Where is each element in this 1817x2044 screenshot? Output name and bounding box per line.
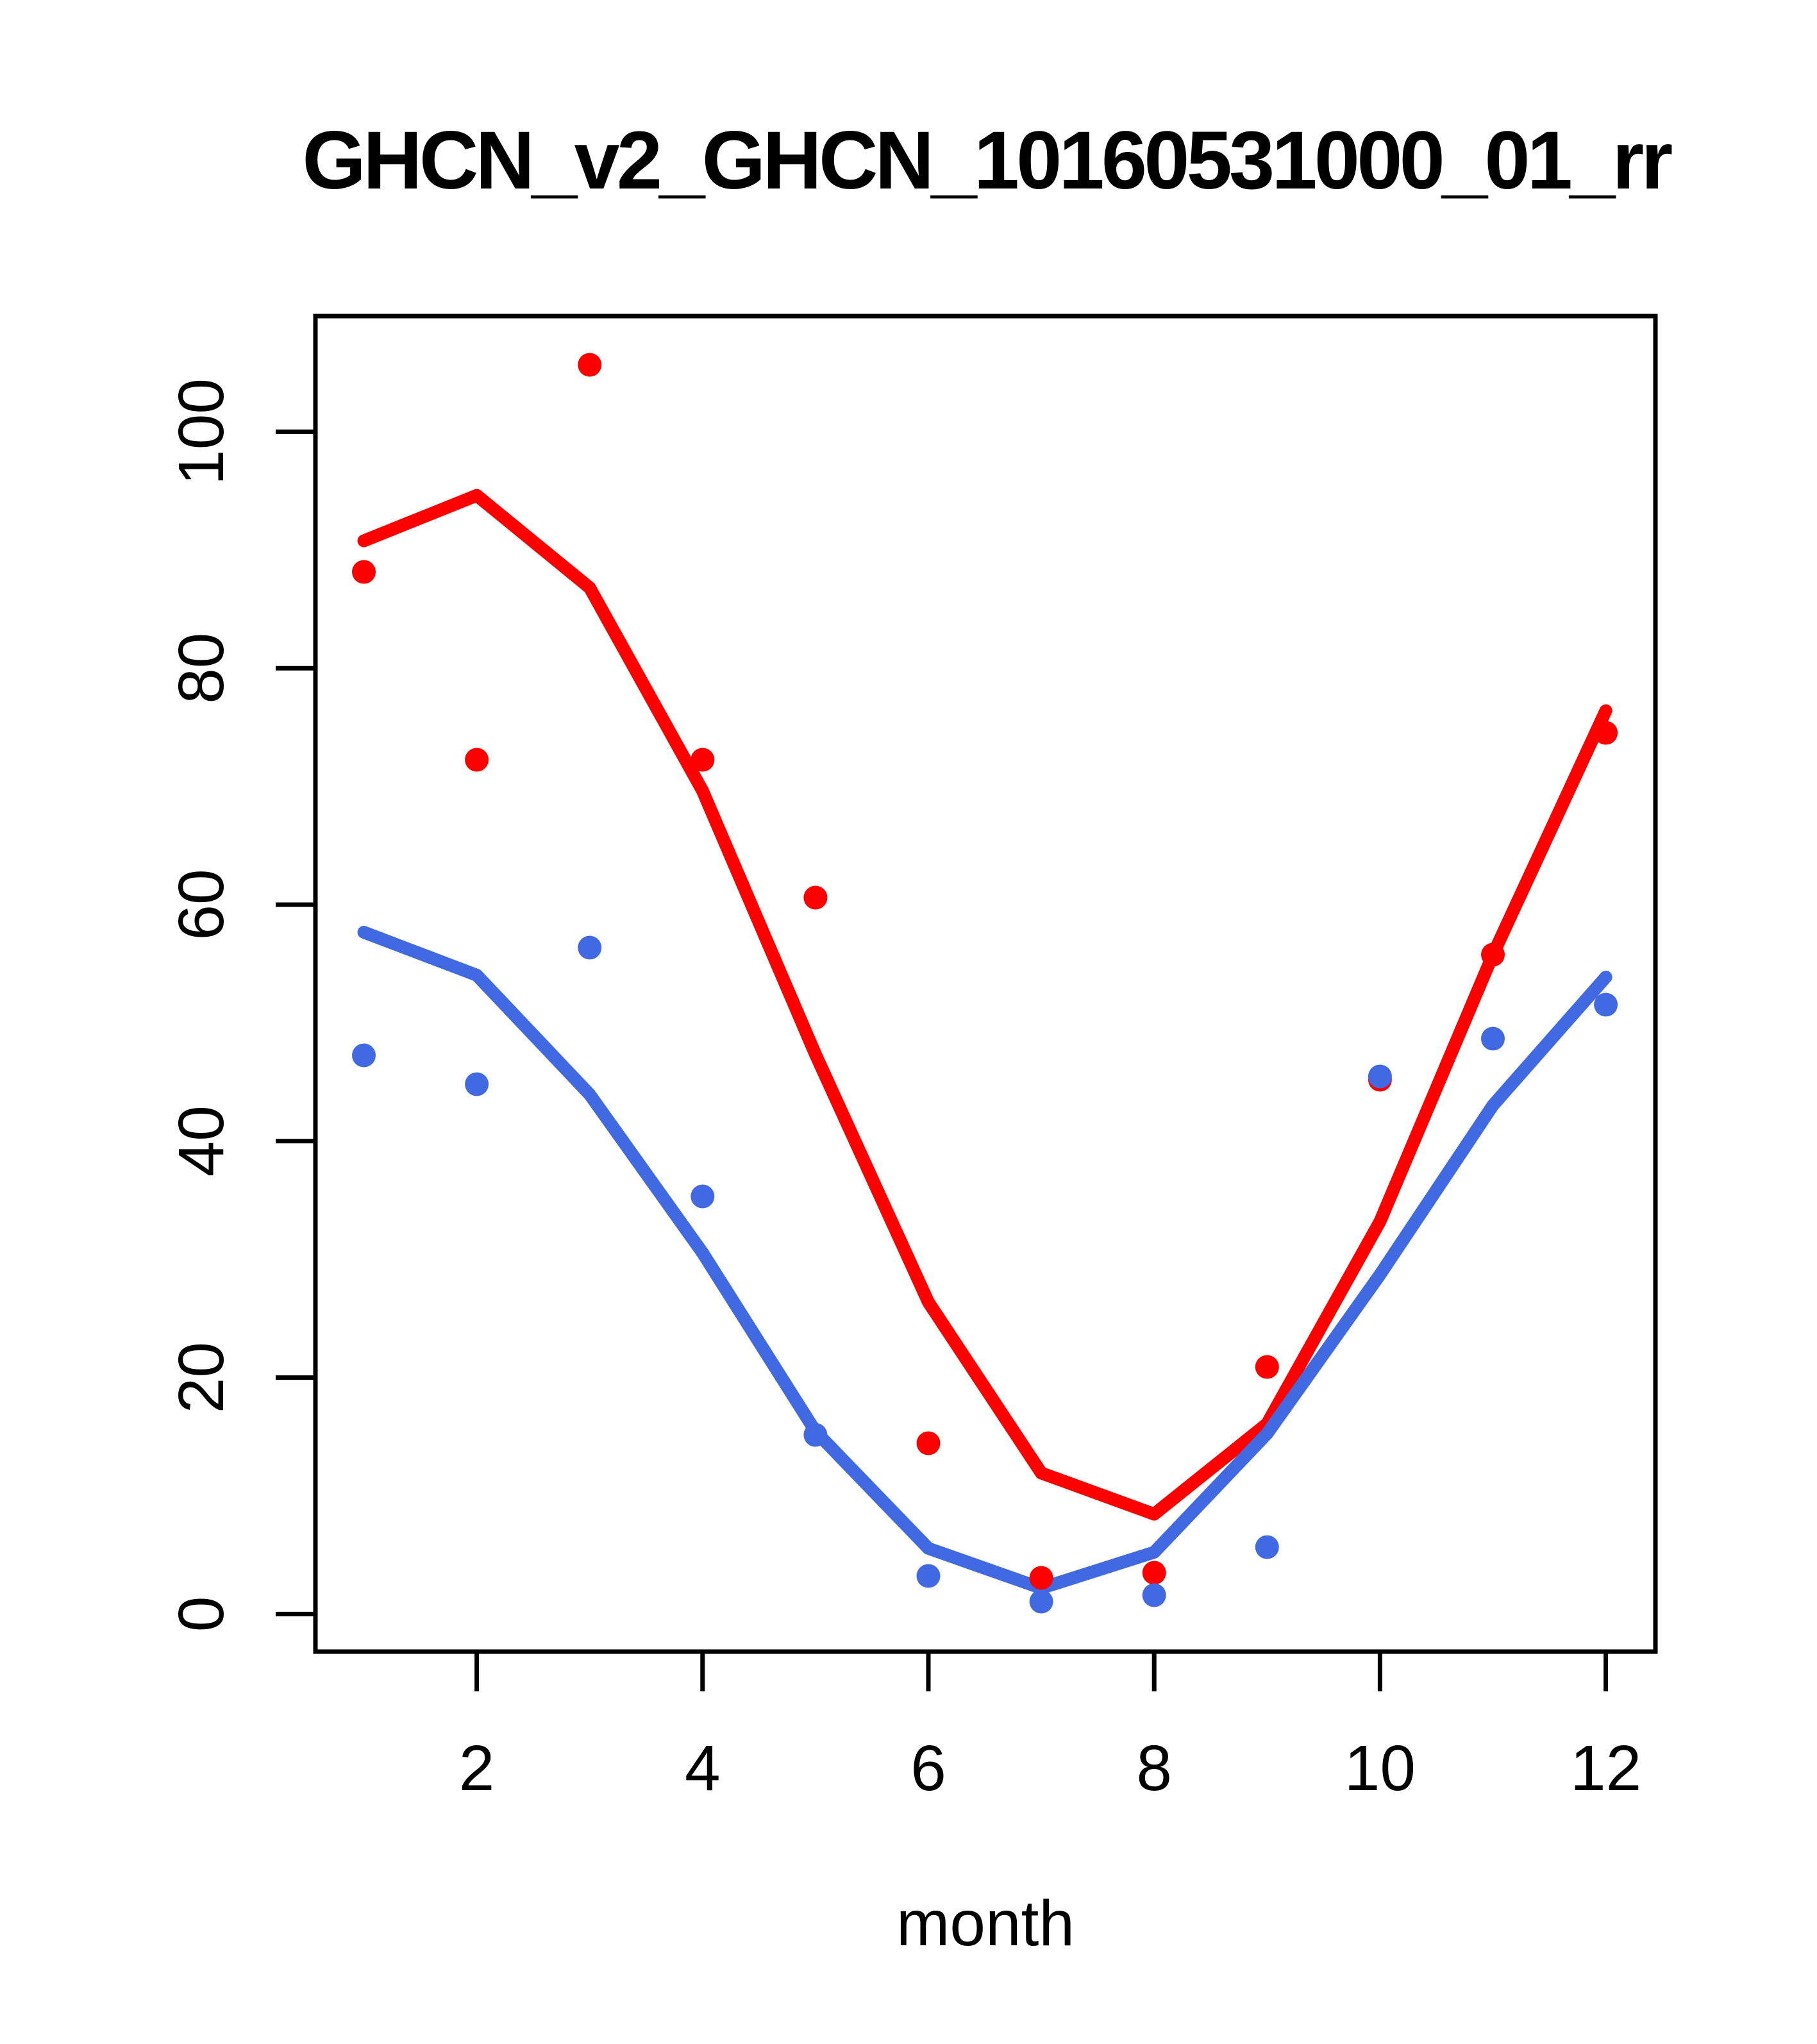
svg-text:6: 6 — [910, 1732, 946, 1804]
svg-text:80: 80 — [165, 633, 237, 704]
svg-text:4: 4 — [685, 1732, 721, 1804]
svg-text:60: 60 — [165, 869, 237, 940]
svg-text:100: 100 — [165, 378, 237, 485]
svg-text:month: month — [896, 1888, 1075, 1959]
svg-text:GHCN_v2_GHCN_10160531000_01_rr: GHCN_v2_GHCN_10160531000_01_rr — [302, 115, 1671, 206]
svg-text:8: 8 — [1136, 1732, 1172, 1804]
svg-text:0: 0 — [165, 1596, 237, 1632]
svg-text:12: 12 — [1570, 1732, 1641, 1804]
svg-text:10: 10 — [1344, 1732, 1416, 1804]
svg-text:20: 20 — [165, 1342, 237, 1413]
svg-text:40: 40 — [165, 1105, 237, 1177]
svg-text:2: 2 — [459, 1732, 495, 1804]
